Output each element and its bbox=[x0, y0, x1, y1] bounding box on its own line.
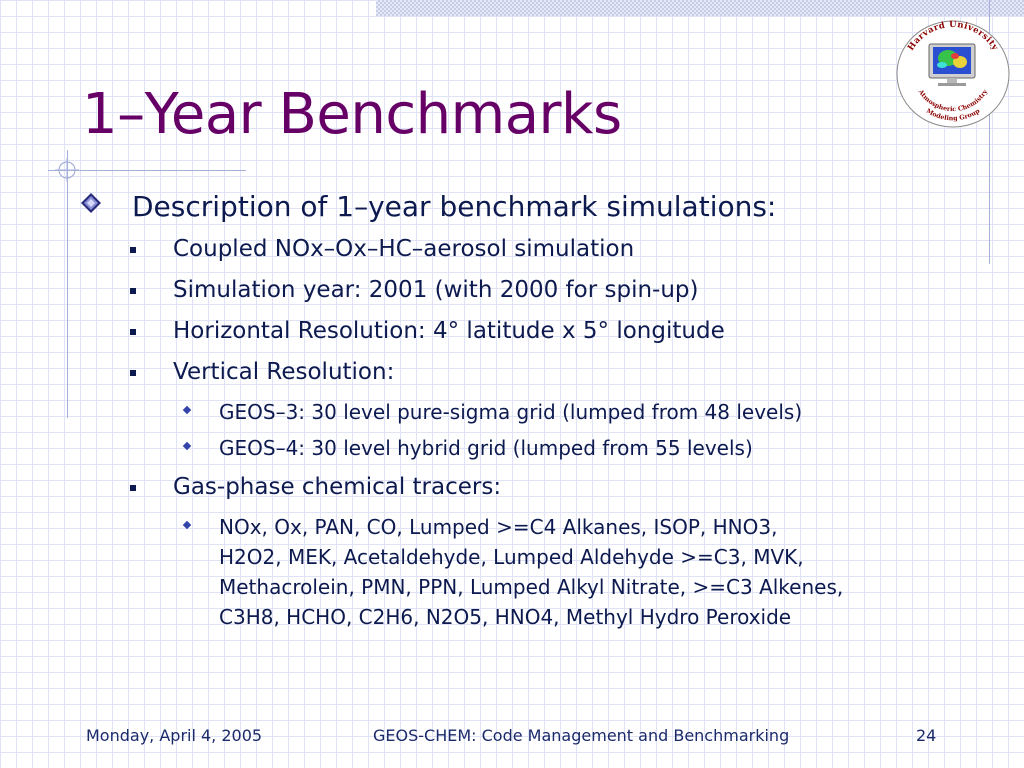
square-bullet-icon bbox=[130, 485, 136, 491]
diamond-small-bullet-icon bbox=[182, 405, 192, 415]
diamond-small-bullet-icon bbox=[182, 520, 192, 530]
square-bullet-icon bbox=[130, 370, 136, 376]
tracers-text: NOx, Ox, PAN, CO, Lumped >=C4 Alkanes, I… bbox=[219, 512, 843, 632]
slide-content: Description of 1–year benchmark simulati… bbox=[81, 190, 843, 632]
diamond-bullet-icon bbox=[81, 193, 101, 213]
left-vertical-rule bbox=[67, 150, 68, 418]
bullet-text: Coupled NOx–Ox–HC–aerosol simulation bbox=[173, 236, 635, 262]
footer-page-number: 24 bbox=[916, 726, 937, 745]
harvard-logo: Harvard University Atmospheric Chemistry… bbox=[896, 20, 1010, 128]
diamond-small-bullet-icon bbox=[182, 441, 192, 451]
tracers-line: Methacrolein, PMN, PPN, Lumped Alkyl Nit… bbox=[219, 575, 844, 599]
bullet-text: Vertical Resolution: bbox=[173, 359, 395, 385]
bullet-text: Simulation year: 2001 (with 2000 for spi… bbox=[173, 277, 699, 303]
bullet-main-text: Description of 1–year benchmark simulati… bbox=[132, 190, 777, 223]
bullet-text: Gas-phase chemical tracers: bbox=[173, 474, 502, 500]
tracers-line: NOx, Ox, PAN, CO, Lumped >=C4 Alkanes, I… bbox=[219, 515, 778, 539]
footer-date: Monday, April 4, 2005 bbox=[86, 726, 263, 745]
square-bullet-icon bbox=[130, 247, 136, 253]
square-bullet-icon bbox=[130, 329, 136, 335]
title-horizontal-rule bbox=[48, 170, 246, 171]
slide-title: 1–Year Benchmarks bbox=[82, 82, 622, 147]
tracers-line: C3H8, HCHO, C2H6, N2O5, HNO4, Methyl Hyd… bbox=[219, 605, 792, 629]
tracers-line: H2O2, MEK, Acetaldehyde, Lumped Aldehyde… bbox=[219, 545, 804, 569]
bullet-text: GEOS–4: 30 level hybrid grid (lumped fro… bbox=[219, 436, 753, 460]
right-vertical-rule bbox=[989, 0, 990, 264]
bullet-text: GEOS–3: 30 level pure-sigma grid (lumped… bbox=[219, 400, 803, 424]
square-bullet-icon bbox=[130, 288, 136, 294]
top-decorative-band bbox=[376, 0, 1024, 16]
bullet-text: Horizontal Resolution: 4° latitude x 5° … bbox=[173, 318, 725, 344]
footer-title: GEOS-CHEM: Code Management and Benchmark… bbox=[373, 726, 790, 745]
crosshair-icon bbox=[55, 158, 79, 182]
